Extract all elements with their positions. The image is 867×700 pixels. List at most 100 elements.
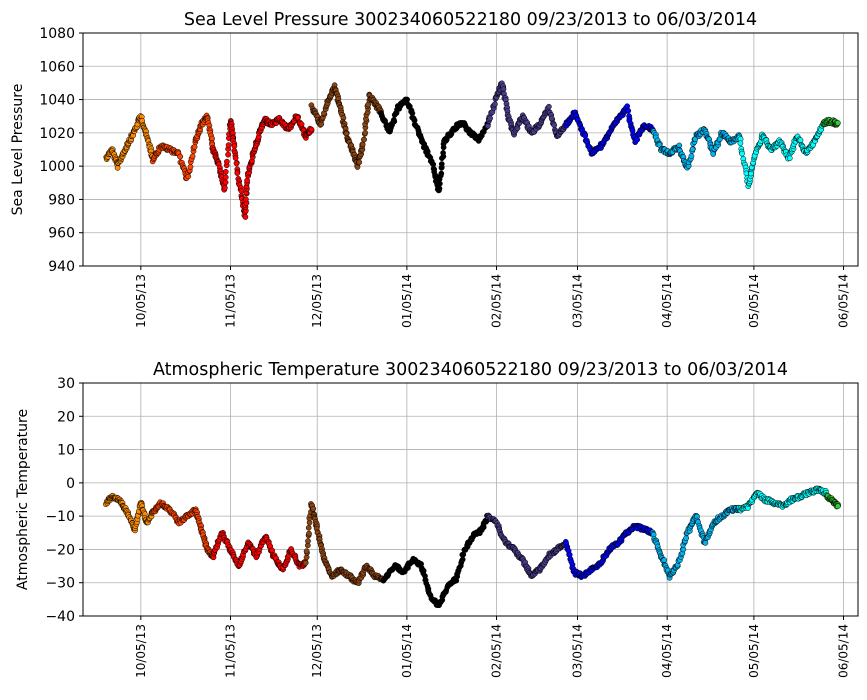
temperature-data-point: [306, 530, 312, 537]
pressure-data-point: [238, 187, 245, 194]
temperature-series-5: [485, 512, 569, 579]
pressure-xtick-label: 03/05/14: [570, 274, 584, 328]
pressure-data-point: [404, 96, 410, 103]
pressure-data-point: [487, 115, 493, 122]
pressure-data-point: [438, 161, 445, 167]
pressure-ytick-label: 960: [48, 226, 75, 242]
pressure-data-point: [222, 174, 229, 181]
pressure-series-7: [563, 103, 656, 157]
pressure-data-point: [436, 185, 443, 192]
temperature-data-point: [310, 505, 317, 512]
pressure-data-point: [625, 107, 632, 114]
pressure-data-point: [224, 158, 230, 165]
pressure-series-0: [103, 113, 156, 171]
pressure-data-point: [786, 155, 793, 162]
temperature-data-point: [834, 503, 841, 510]
temperature-series-8: [736, 485, 830, 514]
pressure-series-4: [308, 82, 384, 170]
temperature-series-3: [302, 501, 387, 587]
temperature-series-2: [210, 529, 309, 573]
pressure-data-point: [191, 144, 198, 150]
temperature-series-1: [149, 499, 216, 560]
temperature-data-point: [661, 557, 668, 563]
pressure-data-point: [739, 150, 745, 157]
pressure-series-10: [820, 116, 841, 128]
temperature-data-point: [305, 524, 312, 531]
pressure-xtick-label: 12/05/13: [310, 274, 324, 328]
pressure-ytick-label: 1020: [39, 126, 75, 142]
pressure-data-point: [222, 168, 229, 175]
temperature-series-9: [823, 492, 841, 510]
pressure-data-point: [362, 129, 369, 136]
pressure-data-point: [361, 136, 367, 143]
temperature-grid: [83, 382, 858, 617]
pressure-data-point: [834, 120, 841, 126]
temperature-plot: −40 −30 −20 −10 0 10 20 30 10/05/13 11/05/13 12/05…: [15, 360, 859, 678]
pressure-series-5: [378, 96, 491, 194]
pressure-data-point: [243, 196, 249, 203]
pressure-data-point: [189, 153, 196, 160]
pressure-ytick-label: 1060: [39, 59, 75, 75]
pressure-data-point: [737, 140, 744, 147]
pressure-data-point: [177, 153, 183, 160]
pressure-data-point: [225, 142, 232, 148]
temperature-y-axis-label: Atmospheric Temperature: [15, 409, 31, 590]
temperature-xtick-label: 12/05/13: [310, 624, 324, 678]
temperature-series-7: [649, 504, 743, 581]
temperature-ytick-label: −40: [45, 609, 75, 625]
pressure-data-point: [797, 137, 804, 144]
pressure-series-8: [649, 126, 743, 171]
temperature-points: [102, 485, 841, 609]
temperature-chart-title: Atmospheric Temperature 300234060522180 …: [153, 360, 788, 380]
temperature-series-6: [562, 522, 656, 580]
pressure-series-1: [149, 112, 216, 182]
temperature-ytick-label: 30: [57, 376, 75, 392]
temperature-xtick-label: 06/05/14: [837, 624, 851, 678]
temperature-ytick-label: 0: [66, 476, 75, 492]
pressure-axes-frame: [82, 32, 859, 267]
pressure-xtick-label: 10/05/13: [134, 274, 148, 328]
pressure-data-point: [548, 115, 555, 122]
pressure-plot: 940 960 980 1000 1020 1040 1060 1080 10/05/13 11/…: [10, 10, 859, 328]
pressure-data-point: [225, 151, 231, 158]
pressure-data-point: [222, 185, 228, 191]
pressure-ticks: 940 960 980 1000 1020 1040 1060 1080 10/05/13 11/…: [39, 26, 850, 328]
pressure-data-point: [242, 214, 249, 220]
temperature-xtick-label: 10/05/13: [134, 624, 148, 678]
pressure-data-point: [308, 126, 315, 133]
temperature-xtick-label: 03/05/14: [570, 624, 584, 678]
pressure-xtick-label: 01/05/14: [400, 274, 414, 328]
temperature-xtick-label: 04/05/14: [660, 624, 674, 678]
pressure-xtick-label: 05/05/14: [747, 274, 761, 328]
pressure-data-point: [234, 170, 241, 176]
temperature-xtick-label: 02/05/14: [490, 624, 504, 678]
temperature-xtick-label: 05/05/14: [747, 624, 761, 678]
pressure-data-point: [688, 153, 695, 160]
temperature-data-point: [702, 540, 709, 546]
temperature-ytick-label: −20: [45, 542, 75, 558]
temperature-xtick-label: 01/05/14: [400, 624, 414, 678]
pressure-series-2: [210, 115, 274, 220]
pressure-data-point: [209, 135, 215, 142]
pressure-data-point: [438, 170, 445, 177]
temperature-ytick-label: 20: [57, 409, 75, 425]
pressure-y-axis-label: Sea Level Pressure: [10, 84, 26, 216]
pressure-ytick-label: 1040: [39, 93, 75, 109]
pressure-ytick-label: 1080: [39, 26, 75, 42]
pressure-data-point: [391, 116, 397, 123]
temperature-series-0: [102, 492, 156, 534]
pressure-xtick-label: 11/05/13: [223, 274, 237, 328]
pressure-data-point: [484, 123, 491, 129]
pressure-data-point: [546, 103, 552, 110]
pressure-data-point: [244, 177, 250, 184]
temperature-ytick-label: −10: [45, 509, 75, 525]
temperature-xtick-label: 11/05/13: [223, 624, 237, 678]
temperature-data-point: [302, 560, 309, 566]
pressure-series-6: [484, 80, 569, 139]
pressure-data-point: [359, 141, 366, 148]
temperature-series-4: [380, 512, 491, 609]
temperature-data-point: [683, 535, 690, 541]
pressure-data-point: [232, 155, 239, 161]
temperature-data-point: [459, 556, 466, 563]
